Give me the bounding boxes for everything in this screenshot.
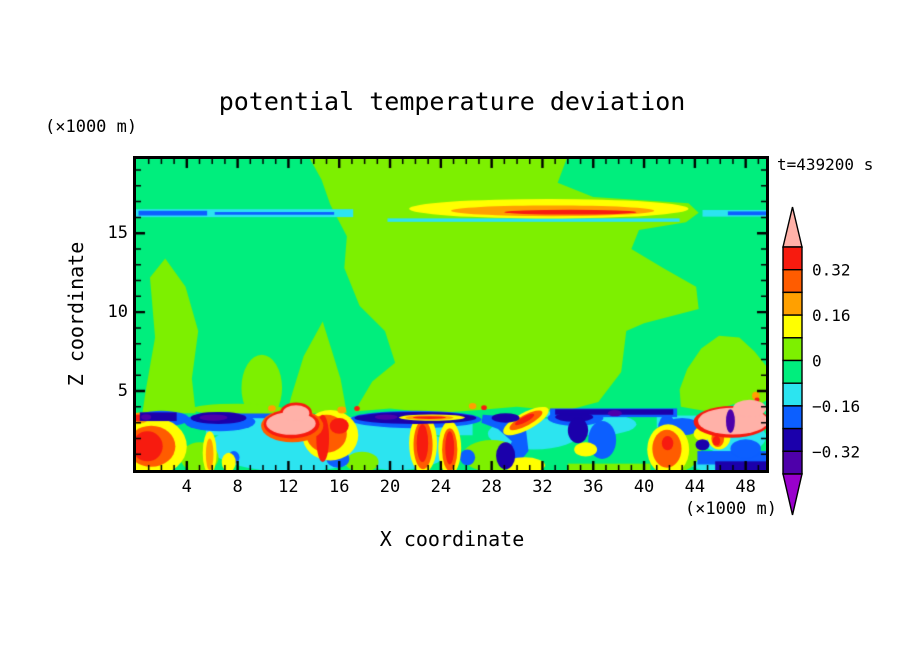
z-tick-label: 15 [107,223,128,244]
x-tick-label: 8 [232,477,243,497]
chart-title: potential temperature deviation [218,87,686,116]
colorbar-arrow-down [782,473,803,516]
plot-frame [133,156,769,473]
x-tick-label: 48 [735,477,756,497]
x-tick-label: 16 [328,477,350,497]
colorbar-band [782,246,803,271]
x-tick-label: 24 [430,477,452,497]
x-tick-label: 28 [481,477,502,497]
colorbar: 0.32 0.16 0 −0.16 −0.32 [782,206,860,516]
x-tick-label: 4 [181,477,192,497]
colorbar-band [782,359,803,384]
colorbar-level-label: −0.32 [812,442,860,461]
colorbar-arrow-up [782,206,803,248]
colorbar-band [782,405,803,430]
colorbar-band [782,268,803,294]
colorbar-level-label: 0.16 [812,306,851,325]
colorbar-band [782,382,803,407]
colorbar-level-label: −0.16 [812,397,860,416]
colorbar-level-label: 0 [812,352,822,371]
contour-field-canvas [136,159,766,470]
z-axis-unit-label: (×1000 m) [45,117,138,137]
colorbar-band [782,291,803,316]
time-label: t=439200 s [777,155,874,174]
z-axis-label: Z coordinate [64,241,88,387]
x-axis-unit-label: (×1000 m) [684,499,777,519]
z-tick-label: 5 [117,381,128,402]
colorbar-band [782,314,803,339]
colorbar-level-label: 0.32 [812,261,851,280]
x-tick-label: 12 [278,477,299,497]
x-tick-label: 20 [379,477,401,497]
colorbar-band [782,427,803,453]
colorbar-band [782,337,803,362]
x-tick-label: 44 [684,477,706,497]
z-tick-label: 10 [107,302,128,323]
x-axis-label: X coordinate [379,527,525,551]
colorbar-band [782,450,803,475]
x-tick-label: 40 [633,477,655,497]
x-tick-label: 36 [583,477,604,497]
x-tick-label: 32 [532,477,553,497]
